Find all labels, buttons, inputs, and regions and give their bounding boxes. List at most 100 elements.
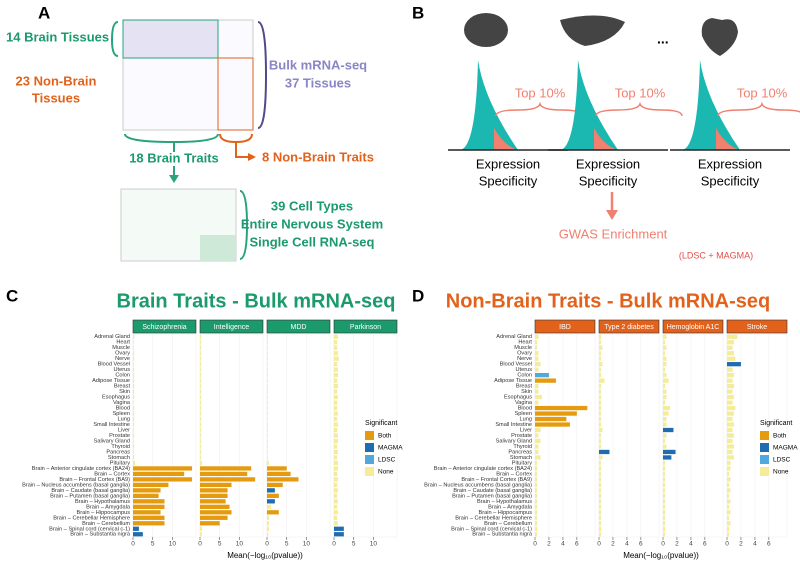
bar <box>727 367 733 372</box>
y-tick-label: Heart <box>116 340 130 346</box>
bar <box>599 444 602 449</box>
y-tick-label: Brain – Spinal cord (cervical c-1) <box>451 526 532 532</box>
label: Tissues <box>32 90 80 105</box>
bar <box>535 449 539 455</box>
bar <box>727 340 734 345</box>
bar <box>535 515 538 520</box>
bar <box>535 334 539 339</box>
bar <box>334 367 338 372</box>
y-tick-label: Ovary <box>517 351 532 357</box>
bar <box>334 515 338 520</box>
top-tail <box>594 128 618 150</box>
bar <box>663 367 666 372</box>
bar <box>599 504 602 509</box>
bar <box>267 427 268 433</box>
caption: Expression <box>698 156 762 171</box>
bar <box>727 422 734 427</box>
y-tick-label: Ovary <box>115 351 130 357</box>
legend-title: Significant <box>365 420 397 427</box>
label: 14 Brain Tissues <box>6 29 109 44</box>
bar <box>200 499 226 504</box>
bar <box>727 389 733 394</box>
bar <box>200 532 202 537</box>
bar <box>599 405 602 411</box>
bar <box>200 351 202 356</box>
bar <box>200 400 202 405</box>
label: Single Cell RNA-seq <box>250 234 375 249</box>
bar <box>200 378 202 383</box>
facet-label: IBD <box>559 324 571 331</box>
distribution <box>460 60 518 150</box>
y-tick-label: Brain – Caudate (basal ganglia) <box>51 488 130 494</box>
x-tick-label: 0 <box>332 541 336 548</box>
arrow <box>235 142 252 158</box>
bar <box>133 504 165 509</box>
top-label: Top 10% <box>737 85 788 100</box>
bar <box>535 394 542 400</box>
y-tick-label: Colon <box>115 373 130 379</box>
bar <box>727 427 733 433</box>
x-tick-label: 6 <box>639 541 643 548</box>
bar <box>200 345 202 350</box>
panel-letter: D <box>412 286 424 305</box>
brace <box>257 21 268 129</box>
bar <box>727 356 736 361</box>
x-tick-label: 4 <box>689 541 693 548</box>
y-tick-label: Breast <box>516 384 533 390</box>
heatmap-block <box>200 235 236 261</box>
bar <box>663 521 666 526</box>
bar <box>267 471 291 477</box>
bar <box>267 340 268 345</box>
facet-label: Stroke <box>747 324 767 331</box>
y-tick-label: Brain – Cortex <box>94 471 130 477</box>
x-axis-label: Mean(−log₁₀(pvalue)) <box>227 551 303 560</box>
bar <box>334 389 338 394</box>
bar <box>727 526 730 531</box>
bar <box>727 373 734 378</box>
bar <box>663 334 667 339</box>
bar <box>267 460 269 466</box>
x-tick-label: 10 <box>169 541 177 548</box>
legend-swatch <box>365 467 374 476</box>
x-tick-label: 2 <box>547 541 551 548</box>
bar <box>133 383 135 389</box>
y-tick-label: Spleen <box>113 411 130 417</box>
panel-background <box>266 333 331 538</box>
bar <box>200 460 202 466</box>
bar <box>133 411 135 416</box>
y-tick-label: Brain – Anterior cingulate cortex (BA24) <box>32 466 130 472</box>
x-tick-label: 5 <box>352 541 356 548</box>
bar <box>663 504 666 509</box>
y-tick-label: Prostate <box>511 433 532 439</box>
y-tick-label: Thyroid <box>513 444 532 450</box>
bar <box>267 351 268 356</box>
bar <box>535 400 539 405</box>
y-tick-label: Vagina <box>515 400 533 406</box>
bar <box>663 477 666 482</box>
x-tick-label: 5 <box>218 541 222 548</box>
arrow-head <box>248 153 256 161</box>
x-tick-label: 10 <box>236 541 244 548</box>
bar <box>200 521 220 526</box>
x-tick-label: 4 <box>625 541 629 548</box>
y-tick-label: Small Intestine <box>495 422 532 428</box>
bar <box>727 455 734 460</box>
bar <box>267 356 268 361</box>
bar <box>663 466 666 471</box>
chart-title: Brain Traits - Bulk mRNA-seq <box>117 290 396 312</box>
bar <box>663 471 666 477</box>
y-tick-label: Adipose Tissue <box>494 378 532 384</box>
bar <box>599 438 602 444</box>
bar <box>663 340 666 345</box>
bar <box>267 367 268 372</box>
y-tick-label: Blood <box>518 406 532 412</box>
bar <box>727 405 736 411</box>
facet-strip <box>132 319 197 334</box>
bar <box>267 389 268 394</box>
bar <box>599 427 603 433</box>
y-tick-label: Brain – Substantia nigra <box>472 532 533 538</box>
x-tick-label: 0 <box>597 541 601 548</box>
bar <box>334 510 338 515</box>
bar <box>663 515 666 520</box>
